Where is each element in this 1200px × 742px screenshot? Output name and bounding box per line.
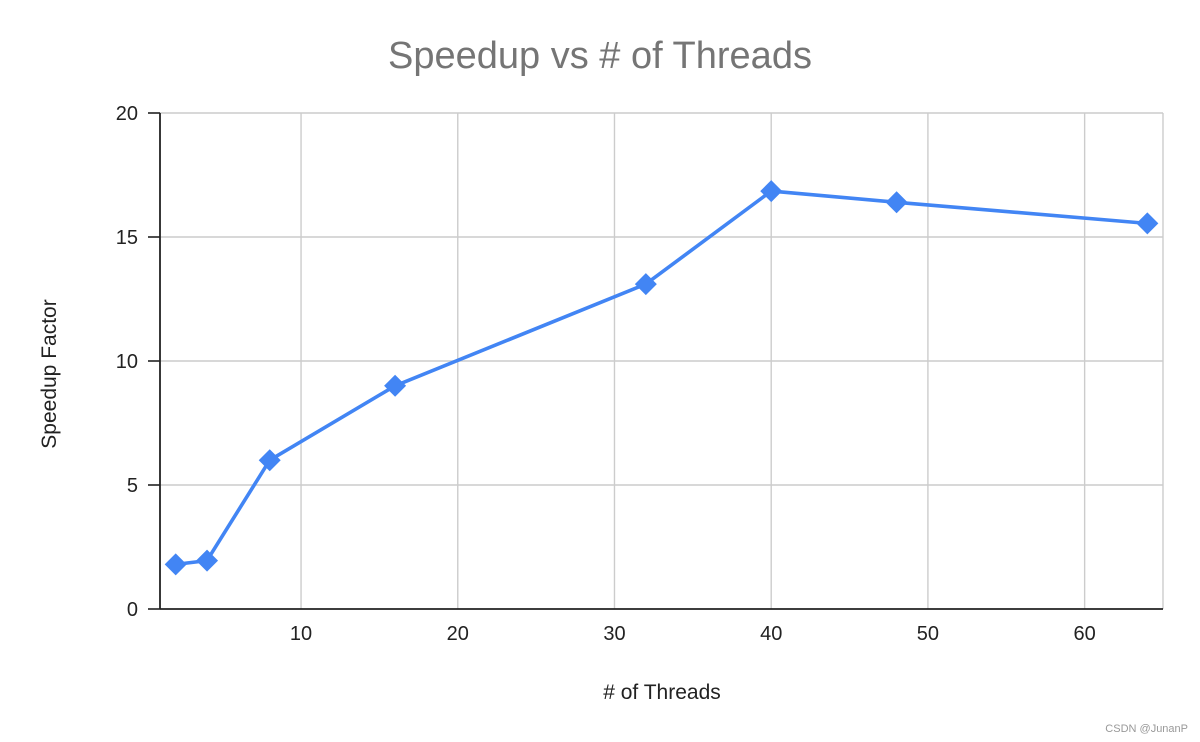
y-tick-label: 0 <box>127 599 138 621</box>
data-point-marker <box>634 273 657 296</box>
tick-labels: 0 5 10 15 20 10 20 30 40 50 60 <box>116 103 1096 645</box>
x-tick-label: 60 <box>1074 623 1096 645</box>
y-tick-label: 10 <box>116 351 138 373</box>
x-tick-label: 20 <box>447 623 469 645</box>
x-axis-title: # of Threads <box>603 681 721 704</box>
chart-title: Speedup vs # of Threads <box>388 35 812 77</box>
axes <box>148 112 1163 610</box>
y-tick-label: 5 <box>127 475 138 497</box>
gridlines <box>160 112 1164 609</box>
data-point-marker <box>885 191 908 214</box>
x-tick-label: 40 <box>760 623 782 645</box>
y-tick-label: 15 <box>116 227 138 249</box>
x-tick-label: 10 <box>290 623 312 645</box>
data-point-marker <box>258 449 281 472</box>
data-point-marker <box>1136 212 1159 235</box>
y-tick-label: 20 <box>116 103 138 125</box>
x-tick-label: 50 <box>917 623 939 645</box>
series-line <box>173 189 1150 567</box>
data-point-marker <box>164 553 187 576</box>
x-tick-label: 30 <box>603 623 625 645</box>
watermark-text: CSDN @JunanP <box>1105 723 1188 735</box>
data-point-marker <box>196 549 219 572</box>
series-layer <box>164 180 1159 576</box>
data-point-marker <box>384 374 407 397</box>
y-axis-title: Speedup Factor <box>38 299 61 448</box>
data-point-marker <box>760 180 783 203</box>
